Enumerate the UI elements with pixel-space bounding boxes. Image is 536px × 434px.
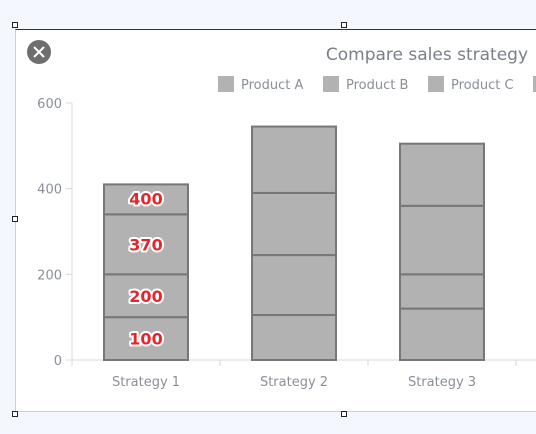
resize-handle-top-middle[interactable] [341, 22, 347, 28]
data-label: 100 [129, 330, 162, 349]
legend-label: Product B [346, 78, 408, 93]
legend-label: Product A [241, 78, 303, 93]
resize-handle-bottom-middle[interactable] [341, 411, 347, 417]
x-tick-label: Strategy 1 [112, 375, 180, 390]
legend-swatch [533, 76, 536, 92]
bar-segment[interactable] [399, 273, 485, 310]
bar-segment[interactable] [251, 191, 337, 257]
resize-handle-middle-left[interactable] [12, 216, 18, 222]
close-icon [33, 46, 45, 58]
close-button[interactable] [27, 40, 51, 64]
data-label: 370 [129, 235, 162, 254]
bar-segment[interactable] [399, 204, 485, 276]
x-tick-label: Strategy 2 [260, 375, 328, 390]
bar-segment[interactable] [103, 273, 189, 319]
bar-segment[interactable] [251, 254, 337, 317]
legend-swatch [218, 76, 234, 92]
legend-swatch [323, 76, 339, 92]
y-tick-label: 0 [54, 354, 62, 369]
bar-segment[interactable] [251, 314, 337, 361]
chart-bars [103, 125, 485, 362]
bar-segment[interactable] [103, 183, 189, 216]
bar-segment[interactable] [103, 316, 189, 361]
resize-handle-bottom-left[interactable] [12, 411, 18, 417]
bar-segment[interactable] [103, 213, 189, 276]
data-label: 200 [129, 287, 162, 306]
legend-swatch [428, 76, 444, 92]
chart-data-labels: 100 200 370 400 [127, 187, 164, 350]
resize-handle-top-left[interactable] [12, 22, 18, 28]
bar-segment[interactable] [399, 142, 485, 207]
y-tick-label: 600 [37, 97, 62, 112]
data-label: 400 [129, 189, 162, 208]
bar-segment[interactable] [251, 125, 337, 194]
y-tick-label: 400 [37, 183, 62, 198]
y-tick-label: 200 [37, 268, 62, 283]
chart-legend: Product A Product B Product C [218, 76, 536, 93]
x-tick-label: Strategy 3 [408, 375, 476, 390]
legend-label: Product C [451, 78, 514, 93]
bar-segment[interactable] [399, 307, 485, 362]
chart-title: Compare sales strategy [326, 45, 528, 65]
